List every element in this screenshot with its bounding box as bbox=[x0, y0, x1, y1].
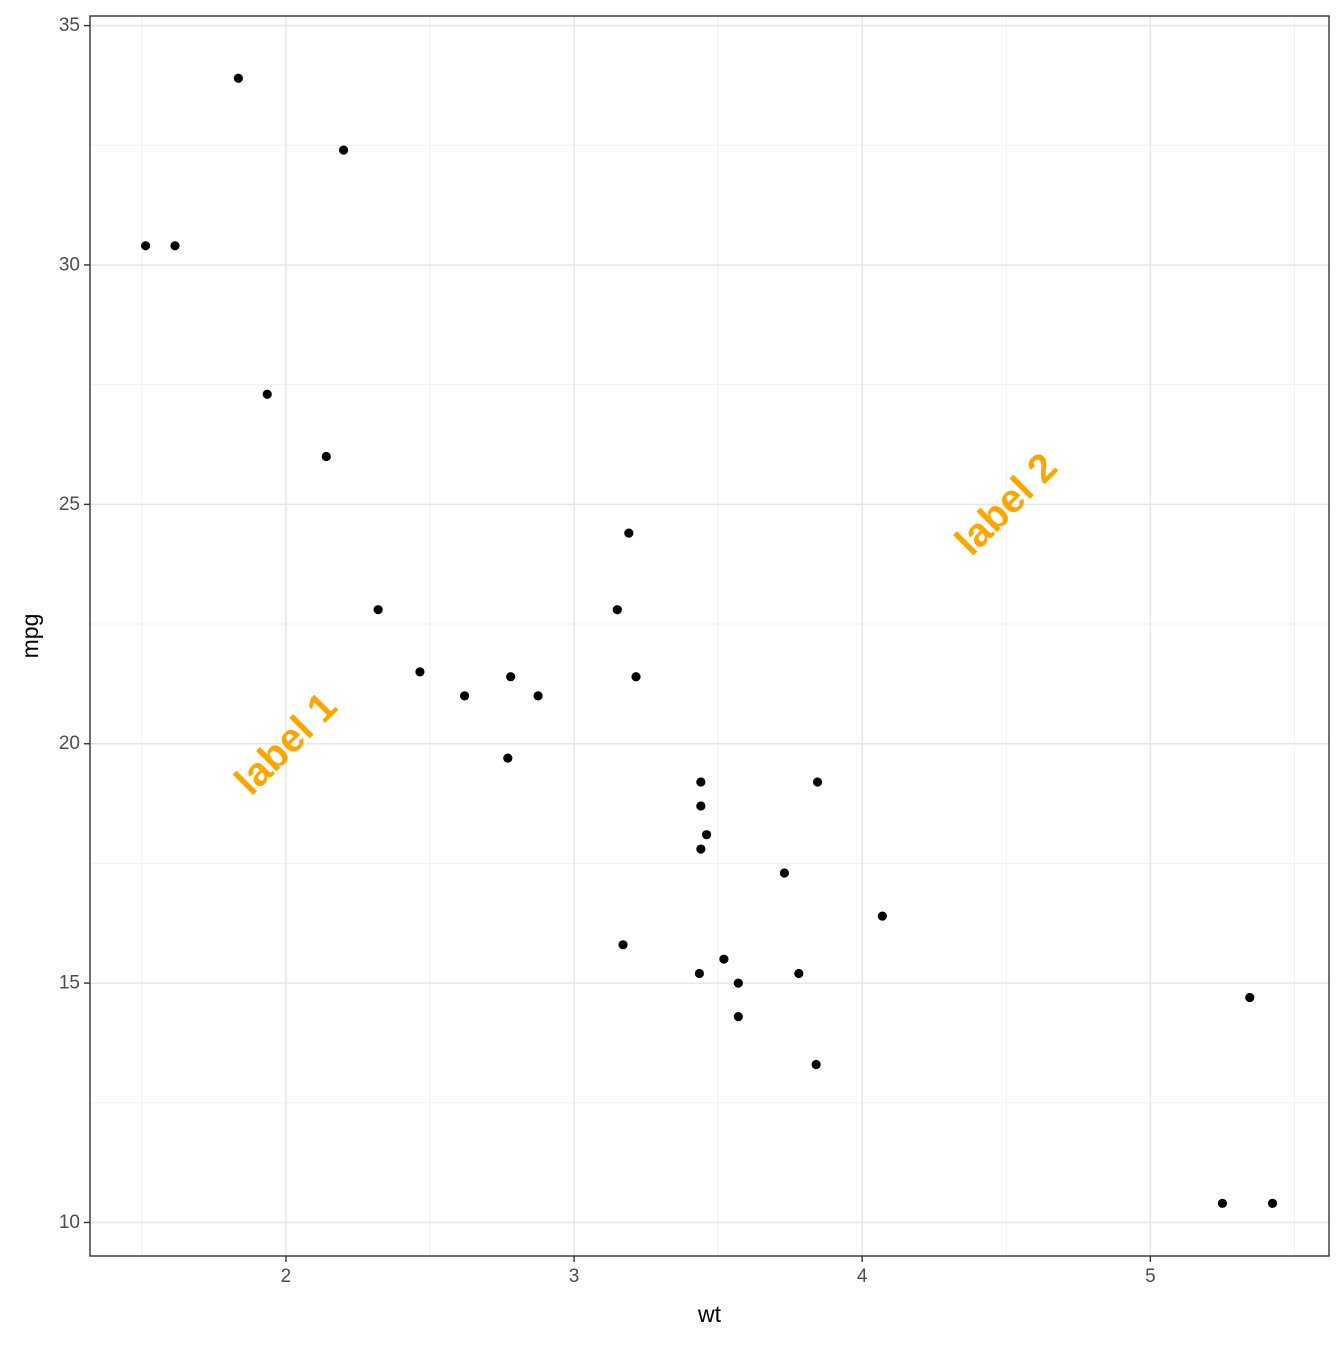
data-point bbox=[373, 605, 383, 615]
y-tick-label: 25 bbox=[59, 494, 80, 515]
data-point bbox=[459, 691, 470, 701]
axis-layer: 2 3 4 5 10 15 20 25 30 35 bbox=[59, 15, 1156, 1287]
data-point bbox=[503, 753, 513, 763]
data-point bbox=[415, 667, 425, 677]
y-tick-label: 35 bbox=[59, 15, 80, 36]
data-point bbox=[719, 954, 729, 964]
data-point bbox=[321, 451, 331, 462]
data-point bbox=[618, 940, 628, 950]
data-point bbox=[338, 145, 349, 155]
data-point bbox=[779, 868, 790, 878]
points-layer bbox=[141, 73, 1278, 1208]
data-point bbox=[794, 968, 804, 979]
panel-border bbox=[89, 15, 1330, 1257]
x-tick-label: 3 bbox=[569, 1266, 580, 1287]
data-point bbox=[877, 911, 887, 921]
data-point bbox=[1217, 1198, 1227, 1208]
data-point bbox=[1267, 1198, 1278, 1208]
y-tick-label: 30 bbox=[59, 254, 80, 275]
data-point bbox=[733, 1012, 743, 1022]
data-point bbox=[141, 241, 151, 251]
x-tick-label: 4 bbox=[857, 1266, 868, 1287]
x-axis-title: wt bbox=[697, 1301, 722, 1327]
data-point bbox=[812, 777, 823, 787]
data-point bbox=[733, 978, 743, 988]
y-tick-label: 10 bbox=[59, 1212, 80, 1233]
data-point bbox=[696, 844, 706, 854]
data-point bbox=[1245, 992, 1255, 1003]
data-point bbox=[702, 830, 712, 840]
grid-layer bbox=[90, 16, 1329, 1256]
data-point bbox=[612, 605, 622, 615]
data-point bbox=[696, 777, 706, 787]
y-axis-title: mpg bbox=[17, 614, 43, 659]
x-tick-label: 5 bbox=[1145, 1266, 1156, 1287]
data-point bbox=[262, 389, 272, 399]
data-point bbox=[694, 968, 705, 979]
data-point bbox=[631, 672, 641, 682]
y-tick-label: 15 bbox=[59, 973, 80, 994]
data-point bbox=[533, 691, 543, 701]
x-tick-label: 2 bbox=[281, 1266, 292, 1287]
y-tick-label: 20 bbox=[59, 733, 80, 754]
data-point bbox=[624, 528, 634, 538]
panel-background bbox=[90, 16, 1329, 1256]
data-point bbox=[170, 241, 180, 251]
data-point bbox=[233, 73, 243, 83]
data-point bbox=[811, 1059, 821, 1070]
data-point bbox=[506, 672, 516, 682]
data-point bbox=[696, 801, 706, 811]
